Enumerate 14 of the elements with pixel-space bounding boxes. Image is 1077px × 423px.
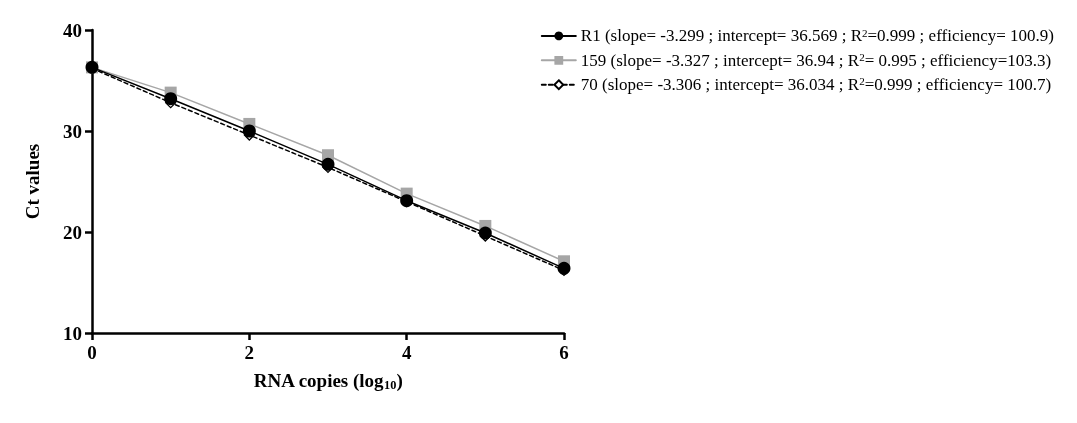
y-tick-label: 10 xyxy=(63,322,82,344)
y-tick-label: 20 xyxy=(63,221,82,243)
y-tick-label: 30 xyxy=(63,120,82,142)
x-tick-label: 4 xyxy=(401,342,412,363)
point xyxy=(321,157,335,171)
y-tick-label: 40 xyxy=(63,19,82,41)
point xyxy=(164,92,178,106)
x-tick-label: 2 xyxy=(244,342,255,363)
point xyxy=(242,124,256,138)
x-axis-title: RNA copies (log10) xyxy=(253,370,403,393)
x-tick-label: 6 xyxy=(559,342,569,363)
x-tick-label: 0 xyxy=(87,342,97,363)
point xyxy=(478,226,492,240)
y-axis-title: Ct values xyxy=(22,143,43,220)
